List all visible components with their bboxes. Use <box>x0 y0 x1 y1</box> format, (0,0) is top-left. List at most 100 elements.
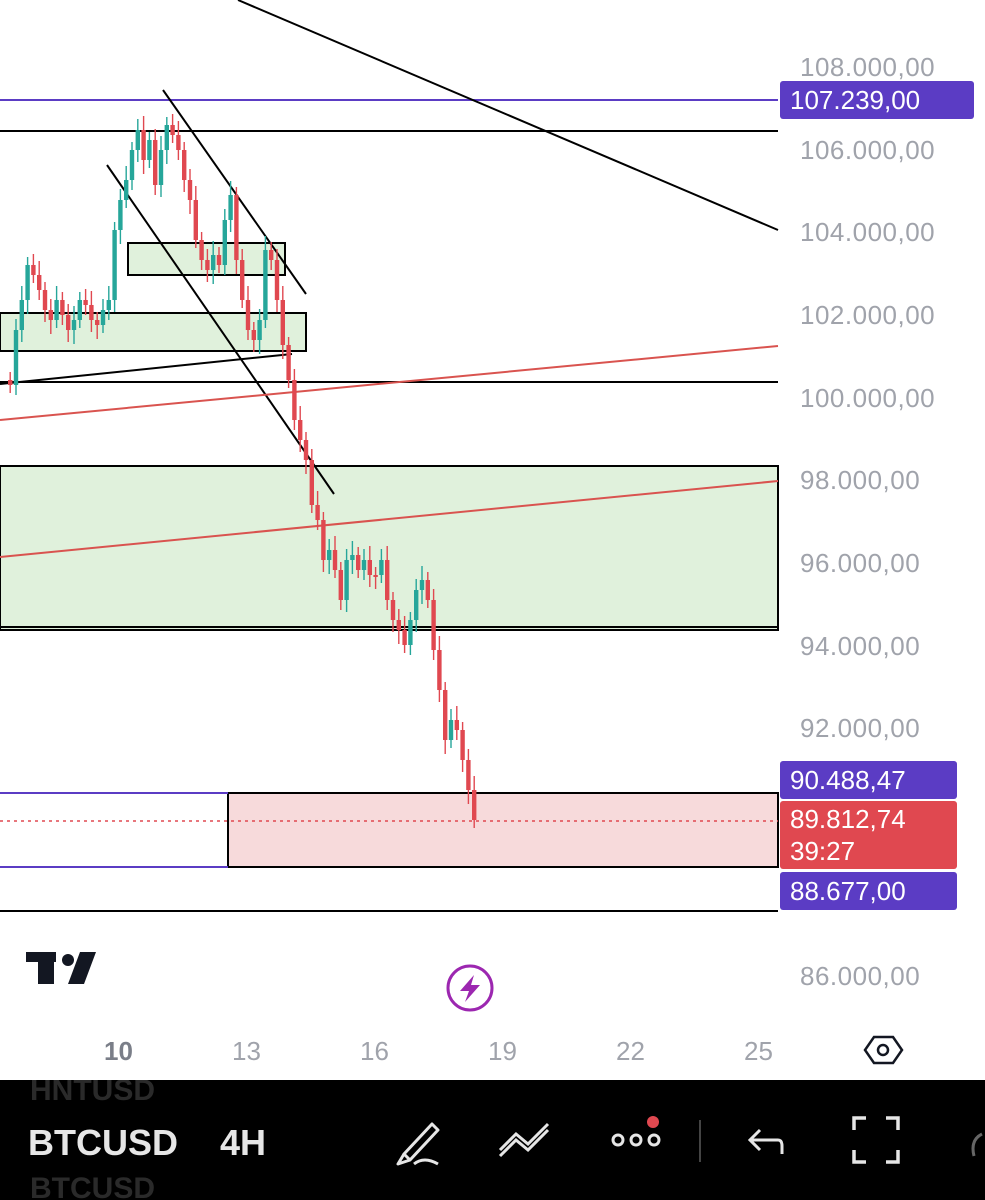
candle-body <box>408 620 413 645</box>
candle-body <box>309 460 314 505</box>
candle-body <box>321 520 326 560</box>
candle-body <box>414 590 419 620</box>
candle-body <box>466 760 471 790</box>
date-label-25: 25 <box>744 1036 773 1066</box>
channel-lower-line <box>106 164 335 495</box>
price-label-108000: 108.000,00 <box>800 52 936 82</box>
candle-body <box>350 555 355 560</box>
date-label-19: 19 <box>488 1036 517 1066</box>
candle-body <box>37 275 42 290</box>
price-label-86000: 86.000,00 <box>800 961 921 991</box>
candle-body <box>100 310 106 325</box>
candle-body <box>205 260 210 270</box>
price-tag-upper-level[interactable]: 107.239,00 <box>780 81 974 119</box>
candle-body <box>286 345 291 380</box>
candle-body <box>298 420 303 440</box>
candle-body <box>257 320 262 340</box>
candle-body <box>390 600 396 620</box>
candle-body <box>83 300 88 305</box>
trendline-tools-icon[interactable] <box>496 1116 556 1160</box>
candle-body <box>48 310 53 320</box>
trendline-descending <box>237 0 779 231</box>
candle-body <box>8 380 13 385</box>
candle-body <box>19 300 24 330</box>
date-label-13: 13 <box>232 1036 261 1066</box>
candle-body <box>199 240 204 260</box>
price-tag-lower-level[interactable]: 88.677,00 <box>780 872 957 910</box>
candle-body <box>124 180 129 200</box>
candle-body <box>66 315 71 330</box>
undo-icon[interactable] <box>744 1120 788 1160</box>
candle-body <box>379 560 384 575</box>
candle-body <box>274 260 280 300</box>
candle-body <box>431 600 436 650</box>
last-price-value: 89.812,74 <box>790 804 906 834</box>
candle-body <box>367 560 372 575</box>
candle-body <box>448 720 454 740</box>
chart-area[interactable]: 108.000,00 106.000,00 104.000,00 102.000… <box>0 0 985 1080</box>
candle-body <box>292 380 297 420</box>
candle-body <box>54 300 59 320</box>
candle-body <box>240 260 245 300</box>
candle-body <box>147 140 152 160</box>
candle-body <box>356 555 361 570</box>
toolbar-divider <box>699 1120 701 1162</box>
candle-body <box>472 790 477 820</box>
candle-body <box>118 200 123 230</box>
candle-body <box>135 130 140 150</box>
candle-body <box>437 650 442 690</box>
candle-body <box>327 550 332 560</box>
ghost-symbol-bottom: BTCUSD <box>30 1172 155 1200</box>
candle-body <box>228 195 233 220</box>
settings-hexagon-icon[interactable] <box>863 1035 904 1065</box>
date-label-10: 10 <box>104 1036 133 1066</box>
candle-body <box>234 195 239 260</box>
fullscreen-icon[interactable] <box>848 1112 904 1168</box>
candle-body <box>187 180 193 200</box>
candle-body <box>112 230 117 300</box>
candle-body <box>216 255 222 265</box>
candle-body <box>176 135 181 150</box>
demand-zone-red <box>227 792 779 868</box>
candle-body <box>251 330 256 340</box>
candle-body <box>344 560 349 600</box>
zone-green-small-2 <box>127 242 286 276</box>
candle-body <box>89 305 94 320</box>
lightning-icon[interactable] <box>446 964 494 1012</box>
more-icon[interactable] <box>608 1112 668 1152</box>
candle-body <box>315 505 320 520</box>
candle-body <box>153 140 158 185</box>
candle-body <box>13 330 19 385</box>
price-label-100000: 100.000,00 <box>800 383 936 413</box>
candle-body <box>263 250 268 320</box>
candle-body <box>42 290 48 310</box>
candle-body <box>460 730 465 760</box>
symbol-button[interactable]: BTCUSD <box>28 1122 178 1163</box>
price-tag-last-price[interactable]: 89.812,74 39:27 <box>780 801 957 869</box>
candlestick-series <box>8 114 477 828</box>
candle-body <box>77 300 82 320</box>
candle-body <box>211 255 216 270</box>
candle-body <box>373 575 378 577</box>
price-tag-mid-level[interactable]: 90.488,47 <box>780 761 957 799</box>
candle-body <box>182 150 187 180</box>
candle-body <box>419 580 425 590</box>
bottom-toolbar: HNTUSD BTCUSD <box>0 1080 985 1200</box>
candle-body <box>31 265 36 275</box>
date-label-16: 16 <box>360 1036 389 1066</box>
interval-button[interactable]: 4H <box>220 1122 267 1163</box>
chart-canvas[interactable] <box>0 0 985 1080</box>
price-label-106000: 106.000,00 <box>800 135 936 165</box>
candle-body <box>141 130 146 160</box>
wedge-line <box>0 353 293 385</box>
ghost-symbol-top: HNTUSD <box>30 1080 155 1107</box>
candle-body <box>338 570 343 600</box>
candle-body <box>129 150 135 180</box>
candle-body <box>95 320 100 325</box>
candle-body <box>60 300 65 315</box>
price-label-92000: 92.000,00 <box>800 713 921 743</box>
partial-icon-edge <box>971 1132 983 1157</box>
candle-body <box>280 300 285 345</box>
support-zone-green <box>0 465 779 631</box>
pencil-icon[interactable] <box>390 1110 450 1170</box>
